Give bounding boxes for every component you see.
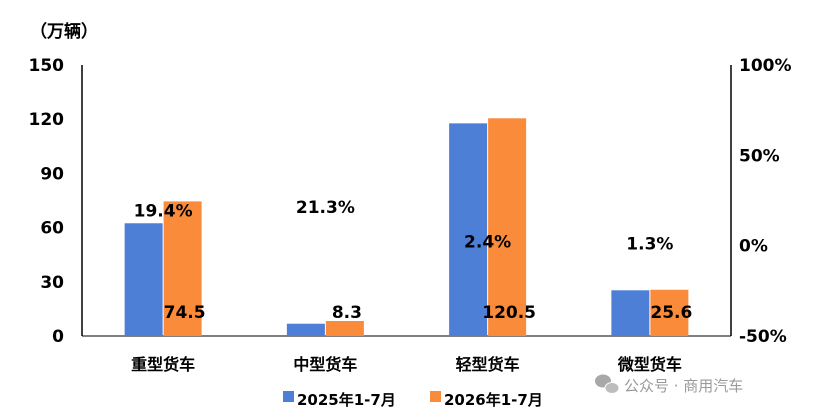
value-label: 25.6 — [650, 303, 692, 323]
value-label: 74.5 — [164, 303, 206, 323]
growth-label: 21.3% — [296, 198, 355, 218]
legend: 2025年1-7月 2026年1-7月 — [283, 391, 543, 409]
y-left-tick-labels: 0 30 60 90 120 150 — [29, 56, 65, 347]
y-unit-label: （万辆） — [30, 21, 98, 42]
y-right-tick-label: 50% — [739, 146, 780, 166]
bar-2026 — [325, 321, 364, 336]
y-left-tick-label: 120 — [29, 110, 65, 130]
bar-2025 — [611, 290, 650, 336]
wechat-icon — [595, 374, 620, 394]
y-left-tick-label: 0 — [52, 327, 64, 347]
category-label: 轻型货车 — [456, 355, 520, 374]
watermark-text: 公众号 · 商用汽车 — [624, 377, 743, 395]
bar-2026 — [488, 118, 527, 337]
y-right-tick-labels: -50% 0% 50% 100% — [739, 56, 792, 347]
category-labels: 重型货车 中型货车 轻型货车 微型货车 — [131, 355, 682, 374]
growth-label: 19.4% — [134, 202, 193, 222]
y-right-tick-label: -50% — [739, 327, 787, 347]
category-label: 重型货车 — [131, 355, 195, 374]
y-left-tick-label: 150 — [29, 56, 65, 76]
value-label: 8.3 — [332, 303, 362, 323]
bars — [124, 118, 689, 337]
bar-2025 — [286, 323, 325, 336]
bar-2026 — [650, 289, 689, 336]
bar-2026 — [163, 201, 202, 336]
value-labels: 74.5 8.3 120.5 25.6 — [164, 303, 693, 323]
value-label: 120.5 — [482, 303, 536, 323]
legend-swatch-2026 — [430, 391, 441, 402]
y-left-tick-label: 90 — [40, 164, 64, 184]
watermark: 公众号 · 商用汽车 — [595, 374, 743, 395]
category-label: 中型货车 — [293, 355, 357, 374]
bar-2025 — [449, 123, 488, 336]
growth-label: 2.4% — [464, 232, 511, 252]
legend-label-2026: 2026年1-7月 — [444, 391, 543, 409]
y-right-tick-label: 100% — [739, 56, 792, 76]
y-left-tick-label: 60 — [40, 219, 64, 239]
bar-2025 — [124, 223, 163, 336]
legend-swatch-2025 — [283, 391, 294, 402]
growth-label: 1.3% — [626, 234, 673, 254]
growth-labels: 19.4% 21.3% 2.4% 1.3% — [134, 198, 674, 254]
y-left-tick-label: 30 — [40, 273, 64, 293]
category-label: 微型货车 — [617, 355, 682, 374]
legend-label-2025: 2025年1-7月 — [297, 391, 396, 409]
y-right-tick-label: 0% — [739, 237, 768, 257]
